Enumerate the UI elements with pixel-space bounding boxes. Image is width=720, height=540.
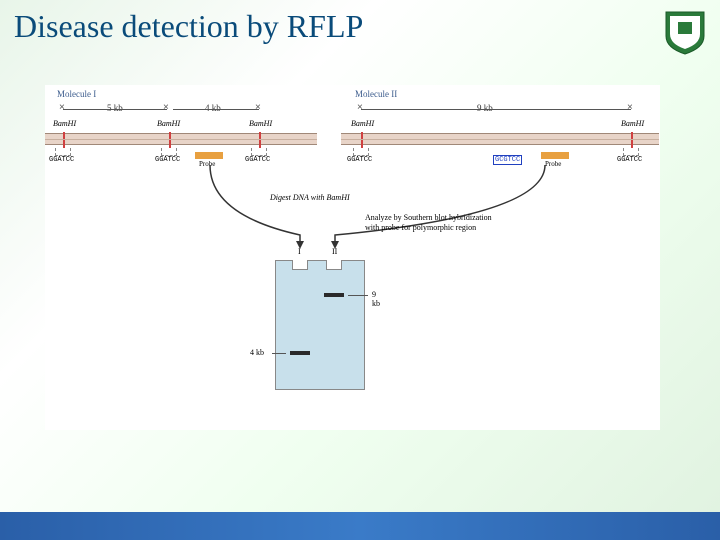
cut-site [631,132,633,148]
cut-site [259,132,261,148]
frag2-length: 4 kb [205,103,221,113]
cut-site [361,132,363,148]
analyze-step-l1: Analyze by Southern blot hybridization [365,213,492,222]
institution-logo [664,8,706,56]
seq-bracket [623,148,639,156]
enzyme-label: BamHI [351,119,374,128]
probe-region [541,152,569,159]
dim-line [173,109,259,110]
seq-bracket [353,148,369,156]
site-seq: GGATCC [49,156,74,164]
dim-arrow: × [255,102,261,113]
dim-line [63,109,167,110]
molecule2-label: Molecule II [355,89,397,99]
mutant-seq: GCGTCC [493,155,522,165]
band-label-4kb: 4 kb [250,348,264,357]
site-seq: GGATCC [617,156,642,164]
band-9kb [324,293,344,297]
enzyme-label: BamHI [621,119,644,128]
seq-bracket [251,148,267,156]
cut-site [63,132,65,148]
dim-arrow: × [627,102,633,113]
band-label-9kb: 9 kb [372,290,380,308]
band-4kb [290,351,310,355]
dim-arrow: × [59,102,65,113]
frag-length-9kb: 9 kb [477,103,493,113]
seq-bracket [55,148,71,156]
lane1-label: I [298,247,301,256]
seq-bracket [161,148,177,156]
site-seq: GGATCC [347,156,372,164]
rflp-diagram: Molecule I 5 kb × × 4 kb × BamHI BamHI B… [45,85,660,430]
site-seq: GGATCC [245,156,270,164]
dim-line [361,109,631,110]
lane2-label: II [332,247,337,256]
slide-footer-band [0,512,720,540]
gel-well [326,260,342,270]
slide-title: Disease detection by RFLP [14,8,363,45]
frag1-length: 5 kb [107,103,123,113]
analyze-step-l2: with probe for polymorphic region [365,223,476,232]
enzyme-label: BamHI [249,119,272,128]
cut-site [169,132,171,148]
gel-well [292,260,308,270]
gel-electrophoresis: I II 9 kb 4 kb [275,260,365,390]
site-seq: GGATCC [155,156,180,164]
dim-arrow: × [163,102,169,113]
process-arrows [45,165,660,265]
dna-molecule2: GGATCC GGATCC GCGTCC Probe [341,133,659,145]
digest-step: Digest DNA with BamHI [270,193,350,202]
enzyme-label: BamHI [53,119,76,128]
molecule1-label: Molecule I [57,89,96,99]
probe-region [195,152,223,159]
dim-arrow: × [357,102,363,113]
dna-molecule1: GGATCC GGATCC GGATCC Probe [45,133,317,145]
enzyme-label: BamHI [157,119,180,128]
